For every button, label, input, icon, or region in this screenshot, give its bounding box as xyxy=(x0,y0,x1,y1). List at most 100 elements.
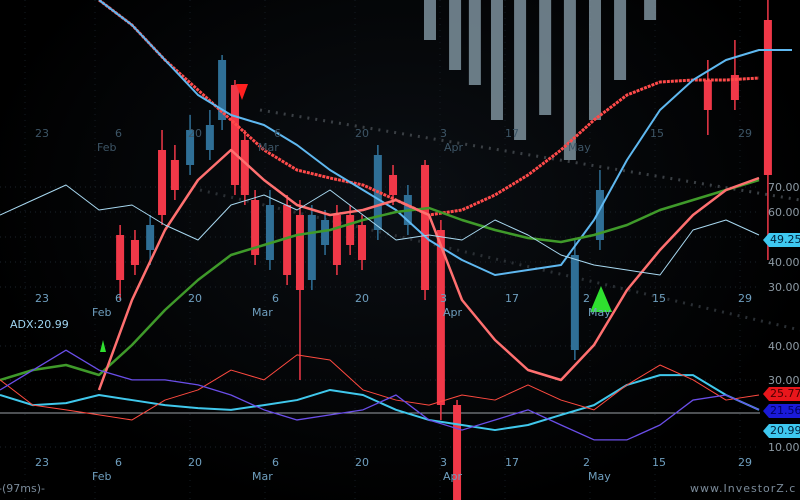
candle-body xyxy=(205,125,214,150)
x-tick-label: 6 xyxy=(272,292,279,305)
volume-bar xyxy=(423,0,436,40)
x-tick-label: 15 xyxy=(650,127,664,140)
candle-body xyxy=(230,85,239,185)
price-y-tick: 60.00 xyxy=(768,206,800,219)
candle-body xyxy=(595,190,604,240)
candle-body xyxy=(283,205,292,275)
x-tick-label: 29 xyxy=(738,292,752,305)
candle-body xyxy=(703,80,712,110)
x-tick-label: 3 xyxy=(440,292,447,305)
x-tick-label: 3 xyxy=(440,456,447,469)
x-tick-label: Mar xyxy=(258,141,279,154)
candle-body xyxy=(332,215,341,265)
candle-body xyxy=(421,165,430,290)
volume-bar xyxy=(614,0,627,80)
x-tick-label: Feb xyxy=(92,306,111,319)
candle-body xyxy=(570,255,579,350)
perspective-line xyxy=(199,188,800,332)
volume-bar xyxy=(644,0,657,20)
buy-marker-icon xyxy=(100,340,106,352)
price-y-tick: 70.00 xyxy=(768,181,800,194)
candle-body xyxy=(730,75,739,100)
candle-body xyxy=(453,405,462,500)
x-tick-label: Apr xyxy=(443,470,463,483)
x-tick-label: 20 xyxy=(188,456,202,469)
adx-badge-minus-di: 21.56 xyxy=(763,404,800,418)
price-y-tick: 40.00 xyxy=(768,256,800,269)
x-tick-label: 6 xyxy=(115,456,122,469)
buy-marker-icon xyxy=(590,286,612,312)
candle-body xyxy=(186,130,195,165)
adx-series-line-1 xyxy=(0,354,760,421)
adx-series-line-2 xyxy=(0,349,760,441)
candle-body xyxy=(436,230,445,405)
candle-body xyxy=(389,175,398,195)
x-tick-label: Feb xyxy=(92,470,111,483)
adx-y-tick: 30.00 xyxy=(768,374,800,387)
adx-badge-adx: 20.99 xyxy=(763,424,800,438)
x-tick-label: Apr xyxy=(443,306,463,319)
volume-bar xyxy=(563,0,576,160)
adx-y-tick: 40.00 xyxy=(768,340,800,353)
x-tick-label: Feb xyxy=(97,141,116,154)
x-tick-label: 20 xyxy=(355,127,369,140)
x-tick-label: 2 xyxy=(583,456,590,469)
x-tick-label: 23 xyxy=(35,456,49,469)
candle-body xyxy=(265,205,274,260)
x-tick-label: May xyxy=(568,141,591,154)
x-tick-label: 20 xyxy=(188,292,202,305)
x-tick-label: 20 xyxy=(355,292,369,305)
x-tick-label: 17 xyxy=(505,292,519,305)
volume-bar xyxy=(514,0,527,140)
x-tick-label: 6 xyxy=(115,127,122,140)
candle-body xyxy=(130,240,139,265)
candle-body xyxy=(240,140,249,195)
x-tick-label: May xyxy=(588,470,611,483)
candle-body xyxy=(116,235,125,280)
candle-body xyxy=(146,225,155,250)
candle-body xyxy=(170,160,179,190)
price-series-line-4 xyxy=(0,184,760,276)
price-y-tick: 30.00 xyxy=(768,281,800,294)
price-last-badge: 49.25 xyxy=(763,233,800,247)
price-series-line-3 xyxy=(97,148,760,391)
candle-body xyxy=(321,220,330,245)
x-tick-label: 29 xyxy=(738,127,752,140)
adx-y-tick: 10.00 xyxy=(768,441,800,454)
x-tick-label: 29 xyxy=(738,456,752,469)
adx-badge-plus-di: 25.77 xyxy=(763,387,800,401)
x-tick-label: 20 xyxy=(188,127,202,140)
x-tick-label: 3 xyxy=(440,127,447,140)
perspective-line xyxy=(259,108,800,202)
candle-body xyxy=(295,215,304,290)
render-timing: -(97ms)- xyxy=(0,482,45,495)
x-tick-label: Mar xyxy=(252,470,273,483)
x-tick-label: 6 xyxy=(272,456,279,469)
price-series-line-1 xyxy=(98,0,792,276)
x-tick-label: 17 xyxy=(505,127,519,140)
x-tick-label: 23 xyxy=(35,292,49,305)
candle-body xyxy=(158,150,167,215)
candle-body xyxy=(307,215,316,280)
x-tick-label: 6 xyxy=(274,127,281,140)
candle-body xyxy=(346,215,355,245)
price-series-line-2 xyxy=(0,178,760,382)
x-tick-label: May xyxy=(588,306,611,319)
adx-label: ADX:20.99 xyxy=(10,318,69,331)
x-tick-label: 23 xyxy=(35,127,49,140)
x-tick-label: 15 xyxy=(652,456,666,469)
x-tick-label: Mar xyxy=(252,306,273,319)
volume-bar xyxy=(490,0,503,120)
watermark: www.InvestorZ.c xyxy=(690,482,797,495)
candle-body xyxy=(358,225,367,260)
x-tick-label: 20 xyxy=(355,456,369,469)
candle-body xyxy=(251,200,260,255)
volume-bar xyxy=(588,0,601,120)
x-tick-label: 6 xyxy=(115,292,122,305)
x-tick-label: 17 xyxy=(505,456,519,469)
x-tick-label: 15 xyxy=(652,292,666,305)
candle-body xyxy=(218,60,227,120)
volume-bar xyxy=(539,0,552,115)
